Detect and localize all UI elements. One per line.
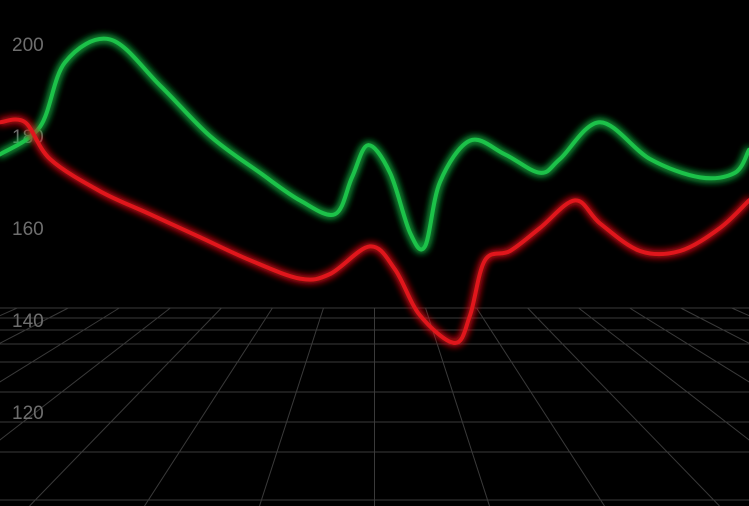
grid-line-vertical (0, 307, 120, 383)
series-line-1 (0, 36, 749, 252)
y-tick-label: 120 (12, 403, 44, 424)
grid-line-vertical (29, 307, 222, 506)
grid-line-vertical (0, 307, 69, 344)
perspective-grid (0, 307, 749, 506)
grid-line-vertical (680, 307, 749, 344)
grid-line-vertical (527, 307, 720, 506)
grid-line-vertical (578, 307, 749, 441)
series-group (0, 36, 749, 345)
y-tick-label: 160 (12, 219, 44, 240)
series-line-2 (0, 117, 749, 345)
grid-line-vertical (629, 307, 749, 383)
grid-line-vertical (425, 307, 490, 506)
y-tick-label: 200 (12, 35, 44, 56)
grid-line-vertical (731, 307, 749, 317)
grid-line-vertical (476, 307, 605, 506)
y-tick-label: 140 (12, 311, 44, 332)
grid-line-vertical (259, 307, 324, 506)
grid-line-vertical (0, 307, 171, 441)
grid-line-vertical (144, 307, 273, 506)
